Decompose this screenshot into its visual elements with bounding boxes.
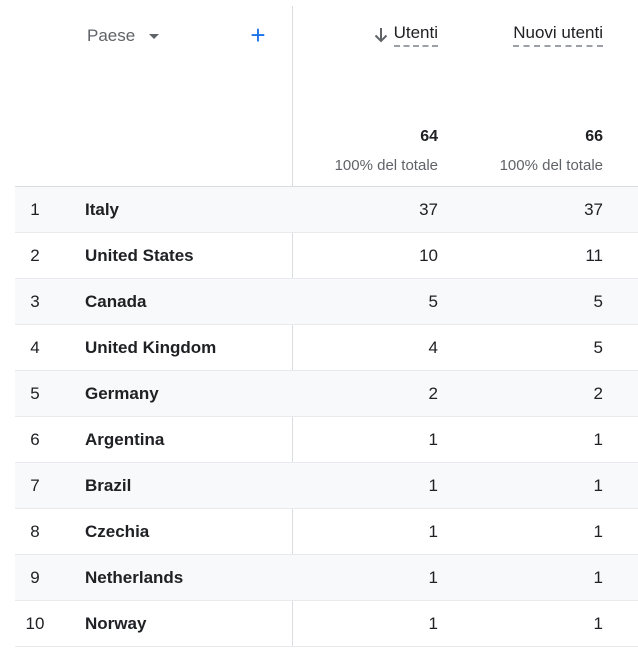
caret-down-icon [149, 33, 160, 39]
total-new-users: 66 [585, 128, 603, 145]
total-new-users-pct: 100% del totale [499, 157, 603, 174]
country-name[interactable]: United Kingdom [85, 338, 217, 357]
row-index: 6 [30, 430, 40, 449]
table-row[interactable]: 2 United States 10 11 [15, 233, 638, 279]
new-users-value: 5 [593, 292, 603, 311]
new-users-value: 1 [593, 614, 603, 633]
table-row[interactable]: 6 Argentina 1 1 [15, 417, 638, 463]
row-index: 10 [25, 614, 45, 633]
table-row[interactable]: 7 Brazil 1 1 [15, 463, 638, 509]
new-users-value: 2 [593, 384, 603, 403]
users-value: 2 [428, 384, 438, 403]
dimension-selector[interactable]: Paese [87, 26, 160, 46]
row-index: 9 [30, 568, 40, 587]
users-value: 10 [419, 246, 438, 265]
table-row[interactable]: 4 United Kingdom 4 5 [15, 325, 638, 371]
table-body: 1 Italy 37 37 2 United States 10 11 3 Canada 5 5 4 Un… [15, 187, 638, 647]
country-name[interactable]: Netherlands [85, 568, 184, 587]
country-name[interactable]: Czechia [85, 522, 150, 541]
row-index: 3 [30, 292, 40, 311]
row-index: 2 [30, 246, 40, 265]
new-users-value: 5 [593, 338, 603, 357]
metric-header-users[interactable]: Utenti [374, 23, 438, 47]
dimension-label: Paese [87, 26, 136, 45]
new-users-value: 1 [593, 522, 603, 541]
table-header: Paese + Utenti Nuovi utenti 64 100% del … [15, 6, 638, 187]
row-index: 5 [30, 384, 40, 403]
row-index: 1 [30, 200, 40, 219]
table-row[interactable]: 8 Czechia 1 1 [15, 509, 638, 555]
column-divider [292, 6, 293, 646]
table-row[interactable]: 10 Norway 1 1 [15, 601, 638, 647]
report-table: Paese + Utenti Nuovi utenti 64 100% del … [15, 6, 638, 647]
metric-label-users: Utenti [393, 23, 438, 47]
metric-header-new-users[interactable]: Nuovi utenti [513, 23, 603, 47]
new-users-value: 11 [585, 246, 603, 265]
country-name[interactable]: Canada [85, 292, 147, 311]
users-value: 1 [428, 430, 438, 449]
users-value: 4 [428, 338, 438, 357]
metric-label-new-users: Nuovi utenti [513, 23, 603, 47]
row-index: 7 [30, 476, 40, 495]
new-users-value: 1 [593, 568, 603, 587]
country-name[interactable]: United States [85, 246, 194, 265]
country-name[interactable]: Brazil [85, 476, 132, 495]
table-row[interactable]: 5 Germany 2 2 [15, 371, 638, 417]
users-value: 1 [428, 476, 438, 495]
country-name[interactable]: Germany [85, 384, 159, 403]
users-value: 1 [428, 614, 438, 633]
users-value: 37 [419, 200, 438, 219]
row-index: 8 [30, 522, 40, 541]
users-value: 1 [428, 522, 438, 541]
country-name[interactable]: Italy [85, 200, 120, 219]
country-name[interactable]: Argentina [85, 430, 165, 449]
country-name[interactable]: Norway [85, 614, 147, 633]
table-row[interactable]: 3 Canada 5 5 [15, 279, 638, 325]
users-value: 5 [428, 292, 438, 311]
users-value: 1 [428, 568, 438, 587]
new-users-value: 1 [593, 476, 603, 495]
table-row[interactable]: 9 Netherlands 1 1 [15, 555, 638, 601]
arrow-down-icon [374, 27, 388, 43]
add-dimension-button[interactable]: + [250, 20, 266, 50]
total-users: 64 [420, 128, 438, 145]
table-row[interactable]: 1 Italy 37 37 [15, 187, 638, 233]
new-users-value: 1 [593, 430, 603, 449]
new-users-value: 37 [584, 200, 603, 219]
row-index: 4 [30, 338, 40, 357]
total-users-pct: 100% del totale [334, 157, 438, 174]
